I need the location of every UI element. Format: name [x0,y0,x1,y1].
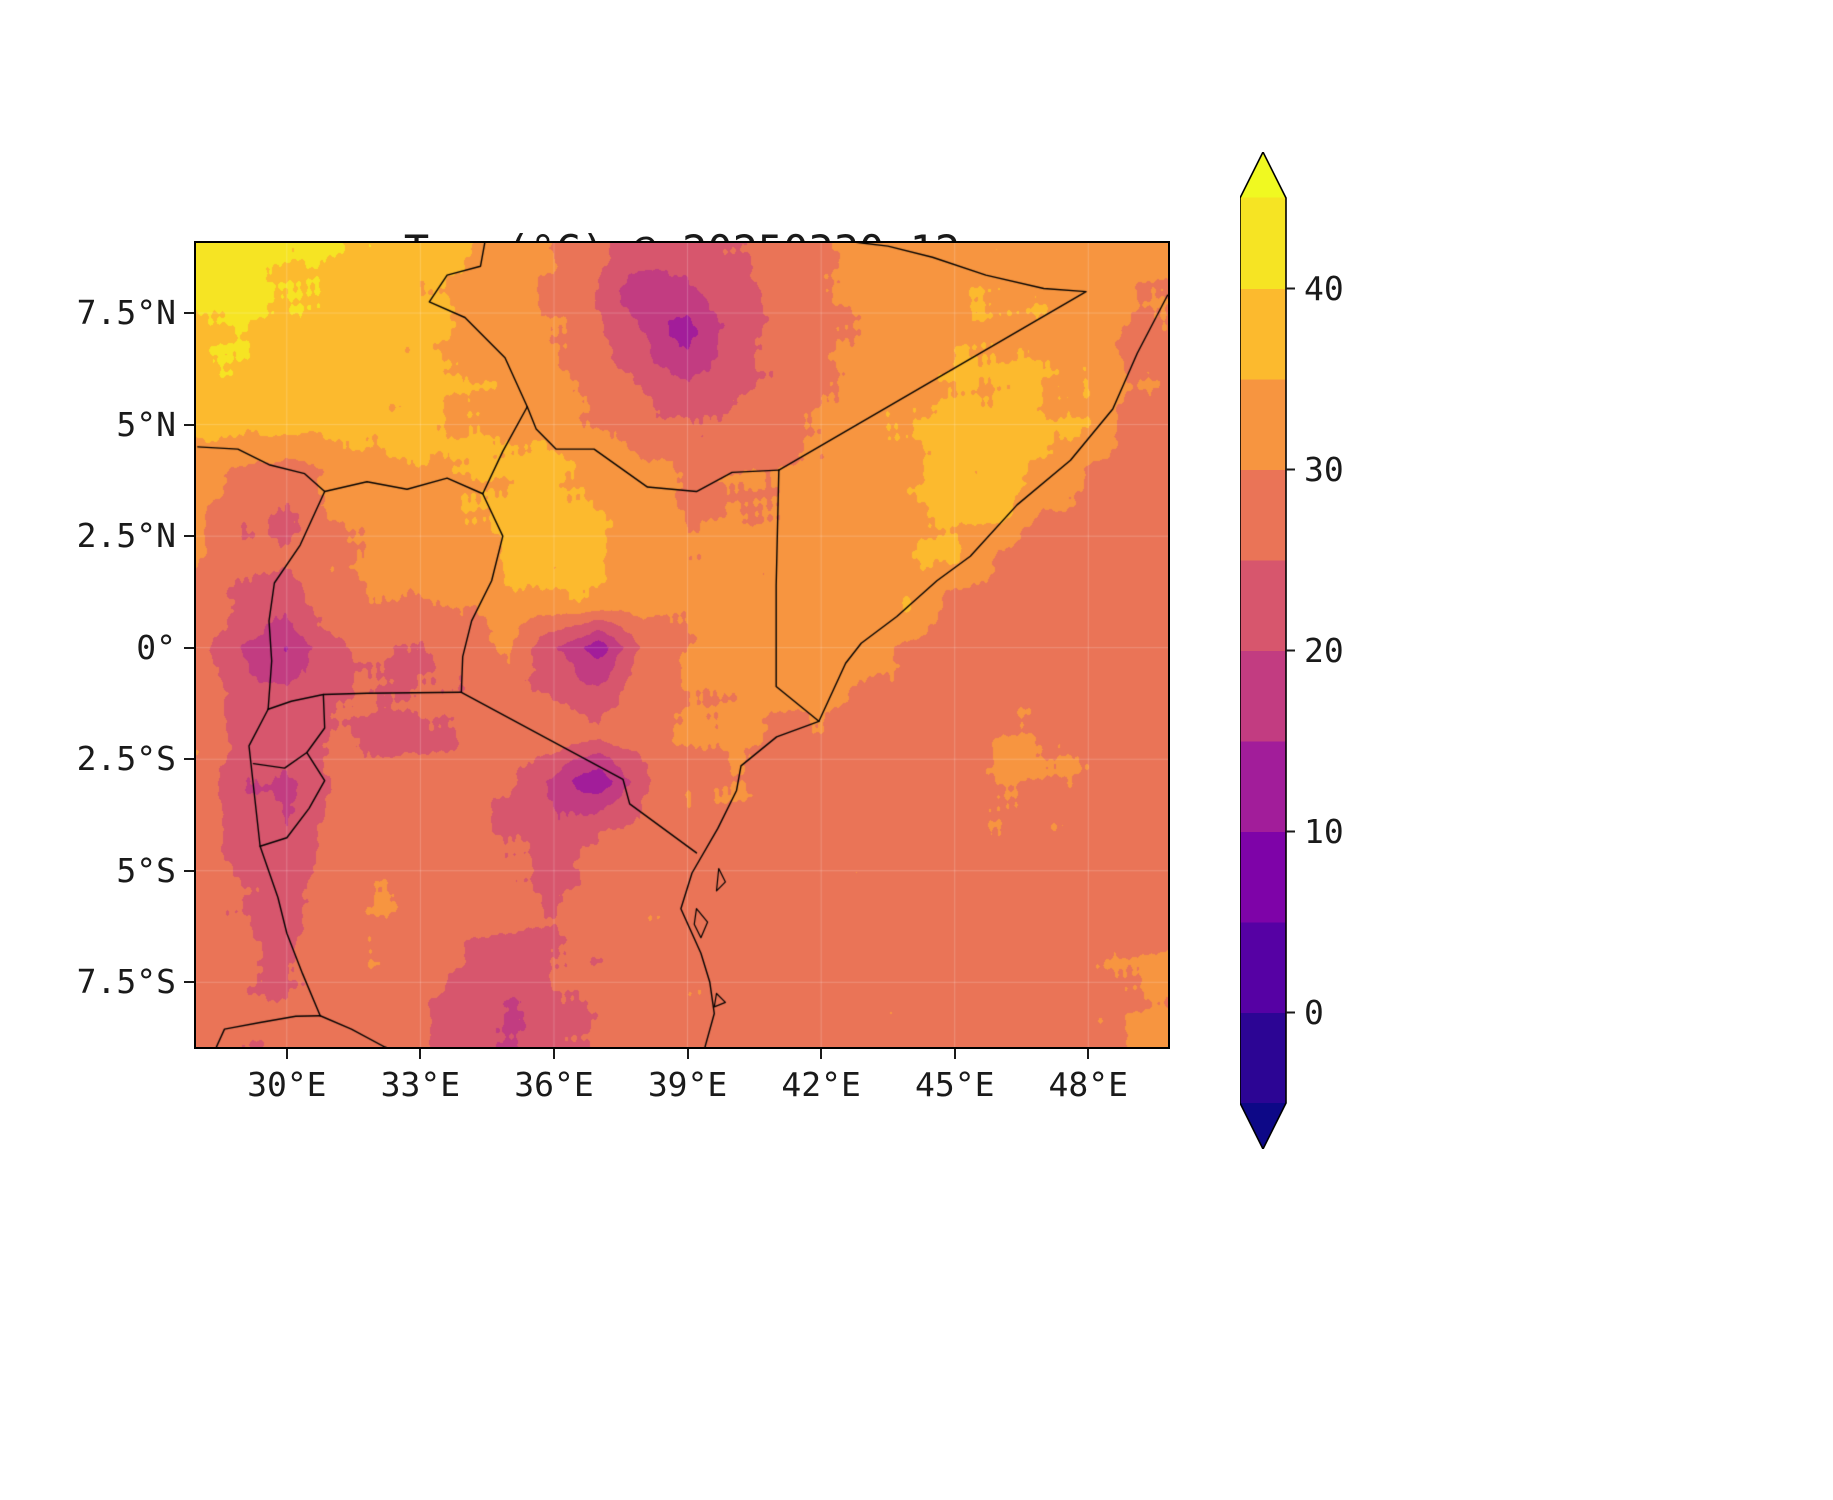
x-tick-label: 33°E [380,1065,461,1104]
y-tick-mark [184,646,194,649]
y-tick-mark [184,423,194,426]
x-tick-label: 42°E [781,1065,861,1104]
colorbar-gradient [1239,150,1295,1151]
x-tick-label: 30°E [247,1065,327,1104]
colorbar-band [1240,921,1286,1013]
y-tick-mark [184,981,194,984]
y-tick-label: 5°S [116,850,176,890]
temperature-heatmap-canvas [196,243,1168,1047]
colorbar-band [1240,197,1286,289]
y-tick-label: 2.5°N [76,516,176,556]
colorbar [1239,150,1300,1153]
y-tick-label: 2.5°S [76,739,176,779]
colorbar-band [1240,469,1286,561]
x-tick-mark [686,1049,689,1059]
x-tick-mark [552,1049,555,1059]
colorbar-tick-label: 20 [1304,630,1344,670]
y-tick-mark [184,758,194,761]
y-tick-label: 7.5°N [76,293,176,333]
y-tick-mark [184,312,194,315]
y-tick-label: 0° [136,627,176,667]
colorbar-tick-label: 10 [1304,811,1344,851]
colorbar-band [1240,559,1286,651]
colorbar-shape [1240,152,1286,198]
x-tick-mark [820,1049,823,1059]
x-tick-mark [953,1049,956,1059]
y-tick-label: 5°N [116,404,176,444]
x-tick-mark [419,1049,422,1059]
x-tick-label: 39°E [647,1065,728,1104]
colorbar-tick-label: 0 [1304,992,1324,1032]
colorbar-band [1240,378,1286,470]
map-plot-area [194,241,1170,1049]
x-tick-mark [1087,1049,1090,1059]
x-tick-label: 36°E [514,1065,594,1104]
colorbar-tick-label: 40 [1304,268,1344,308]
y-tick-label: 7.5°S [76,962,176,1002]
y-tick-mark [184,535,194,538]
colorbar-band [1240,1012,1286,1104]
colorbar-band [1240,288,1286,380]
x-tick-mark [285,1049,288,1059]
colorbar-band [1240,650,1286,742]
colorbar-shape [1240,1103,1286,1149]
colorbar-tick-label: 30 [1304,449,1344,489]
colorbar-band [1240,831,1286,923]
x-tick-label: 48°E [1048,1065,1129,1104]
y-tick-mark [184,869,194,872]
x-tick-label: 45°E [914,1065,995,1104]
colorbar-band [1240,740,1286,832]
